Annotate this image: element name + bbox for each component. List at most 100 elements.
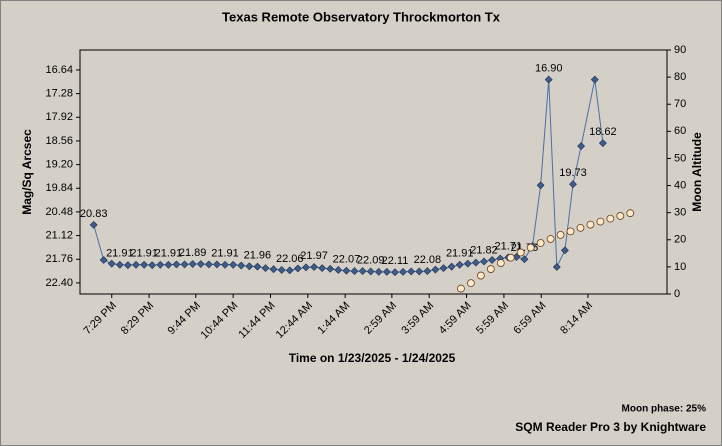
point <box>407 267 416 276</box>
y2-tick-label: 0 <box>674 288 680 300</box>
chart-title: Texas Remote Observatory Throckmorton Tx <box>222 9 501 24</box>
point <box>391 268 399 277</box>
point <box>89 220 98 229</box>
point <box>132 260 140 269</box>
point <box>457 284 465 293</box>
value-label: 22.11 <box>382 255 409 267</box>
y-tick-label: 21.12 <box>45 229 73 241</box>
y2-tick-label: 80 <box>674 71 686 83</box>
value-label: 22.07 <box>333 254 361 266</box>
point <box>536 239 545 247</box>
point <box>269 265 278 274</box>
value-label: 20.83 <box>80 208 108 220</box>
value-label: 21.71 <box>495 240 523 252</box>
point <box>302 263 310 272</box>
point <box>626 209 635 218</box>
point <box>196 260 205 268</box>
value-label: 21.89 <box>179 247 207 259</box>
y-tick-label: 16.64 <box>45 64 73 76</box>
point <box>156 260 165 269</box>
value-label: 21.96 <box>244 250 272 262</box>
point <box>237 261 246 270</box>
y2-tick-label: 90 <box>674 44 686 56</box>
point <box>293 264 302 273</box>
y2-tick-label: 20 <box>674 234 686 246</box>
point <box>99 256 108 264</box>
point <box>140 260 149 269</box>
point <box>439 264 448 273</box>
point <box>204 260 213 269</box>
point <box>310 263 318 271</box>
point <box>526 243 535 252</box>
point <box>516 248 525 257</box>
point <box>229 260 238 269</box>
point <box>415 267 424 276</box>
point <box>253 262 262 271</box>
value-label: 21.82 <box>470 244 498 256</box>
point <box>164 260 173 269</box>
y2-tick-label: 40 <box>674 179 686 191</box>
y2-tick-label: 60 <box>674 125 686 137</box>
y-axis-label: Mag/Sq Arcsec <box>20 129 34 215</box>
point <box>488 256 497 264</box>
point <box>447 262 456 271</box>
point <box>107 259 116 268</box>
point <box>616 212 625 220</box>
value-label: 16.90 <box>535 62 563 74</box>
point <box>590 75 599 84</box>
value-label: 22.06 <box>276 253 304 265</box>
point <box>560 246 569 255</box>
point <box>596 217 605 226</box>
point <box>285 266 294 275</box>
point <box>358 267 367 276</box>
point <box>213 260 221 269</box>
point <box>350 267 359 276</box>
point <box>277 266 286 274</box>
value-label: 22.08 <box>414 254 442 266</box>
point <box>566 227 575 236</box>
point <box>431 265 440 274</box>
value-label: 21.91 <box>211 248 239 260</box>
value-label: 22.09 <box>357 254 385 266</box>
y2-tick-label: 10 <box>674 261 686 273</box>
point <box>586 220 595 229</box>
y-tick-label: 21.76 <box>45 253 73 265</box>
point <box>506 253 515 262</box>
y-tick-label: 17.28 <box>45 88 73 100</box>
point <box>326 264 335 273</box>
point <box>471 258 480 267</box>
point <box>546 235 555 243</box>
point <box>342 266 351 275</box>
point <box>366 267 375 276</box>
point <box>382 267 391 276</box>
plot-area <box>79 49 668 295</box>
point <box>245 262 254 271</box>
value-label: 18.62 <box>589 126 617 138</box>
point <box>576 223 585 232</box>
point <box>577 142 586 151</box>
value-label: 21.91 <box>130 248 158 260</box>
value-label: 21.97 <box>300 250 328 262</box>
point <box>148 261 157 270</box>
y-tick-label: 17.92 <box>45 111 73 123</box>
point <box>172 260 181 269</box>
point <box>520 255 529 264</box>
point <box>463 259 472 268</box>
point <box>180 260 189 269</box>
value-label: 21.91 <box>446 248 474 260</box>
y-tick-label: 18.56 <box>45 135 73 147</box>
point <box>455 260 464 269</box>
point <box>374 267 383 276</box>
value-label: 19.73 <box>559 167 587 179</box>
point <box>221 260 229 269</box>
point <box>476 271 485 280</box>
y-tick-label: 19.20 <box>45 159 73 171</box>
point <box>124 261 132 270</box>
point <box>569 180 577 189</box>
y2-tick-label: 50 <box>674 152 686 164</box>
point <box>423 267 432 276</box>
y-tick-label: 20.48 <box>45 206 73 218</box>
y-tick-label: 22.40 <box>45 277 73 289</box>
y2-tick-label: 30 <box>674 207 686 219</box>
